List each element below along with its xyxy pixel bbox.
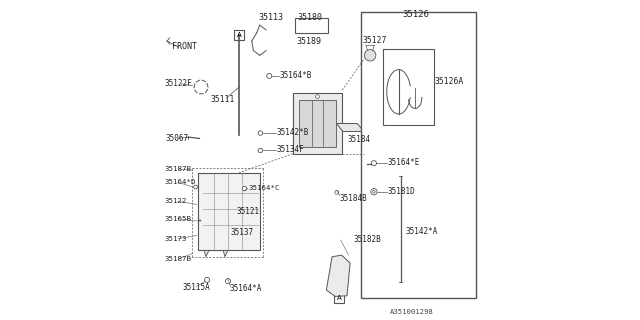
Text: A: A — [337, 295, 341, 301]
Circle shape — [258, 148, 262, 153]
Text: FRONT: FRONT — [172, 42, 196, 51]
Circle shape — [205, 277, 210, 283]
Circle shape — [335, 190, 339, 194]
Text: 35122F: 35122F — [164, 79, 192, 88]
Circle shape — [194, 185, 198, 189]
Text: 35184B: 35184B — [340, 194, 367, 203]
Text: 35189: 35189 — [296, 36, 321, 45]
Circle shape — [364, 50, 376, 61]
Text: 35164*B: 35164*B — [280, 71, 312, 80]
Polygon shape — [293, 93, 342, 154]
Text: 35127: 35127 — [363, 36, 387, 44]
Text: 35115A: 35115A — [183, 283, 211, 292]
Text: A: A — [237, 32, 241, 38]
Text: A351001298: A351001298 — [390, 308, 433, 315]
Text: 35137: 35137 — [230, 228, 253, 237]
Circle shape — [372, 190, 375, 193]
Text: 35122: 35122 — [164, 198, 187, 204]
Circle shape — [258, 131, 262, 135]
Text: 35164*C: 35164*C — [248, 185, 280, 191]
Polygon shape — [204, 251, 209, 257]
Text: 35164*D: 35164*D — [164, 179, 196, 185]
Circle shape — [243, 186, 247, 191]
Text: 35142*A: 35142*A — [405, 227, 437, 236]
Circle shape — [371, 188, 377, 195]
Circle shape — [371, 161, 376, 166]
Circle shape — [267, 73, 272, 78]
Polygon shape — [198, 173, 260, 251]
Polygon shape — [223, 251, 228, 257]
Text: 35184: 35184 — [348, 135, 371, 144]
Text: 35164*E: 35164*E — [387, 158, 420, 167]
Text: 35113: 35113 — [258, 13, 283, 22]
Text: 35134F: 35134F — [276, 145, 304, 154]
Circle shape — [316, 95, 319, 99]
Polygon shape — [300, 100, 336, 147]
Polygon shape — [326, 255, 350, 296]
Text: 35180: 35180 — [298, 13, 323, 22]
Bar — [234, 30, 244, 40]
Bar — [334, 293, 344, 303]
Circle shape — [225, 279, 230, 284]
Text: 35187B: 35187B — [164, 256, 191, 262]
Text: 35126: 35126 — [403, 10, 429, 19]
Polygon shape — [337, 124, 364, 132]
Text: 35121: 35121 — [237, 207, 260, 216]
Text: 35067: 35067 — [165, 134, 188, 143]
Text: 35173: 35173 — [164, 236, 187, 242]
Text: 35126A: 35126A — [435, 77, 464, 86]
Bar — [383, 49, 433, 125]
Text: 35142*B: 35142*B — [276, 128, 308, 137]
Bar — [294, 18, 328, 33]
Text: 35187B: 35187B — [164, 166, 191, 172]
Text: 35182B: 35182B — [353, 236, 381, 244]
Text: 35164*A: 35164*A — [230, 284, 262, 293]
Text: 35111: 35111 — [211, 95, 235, 104]
Text: 35165B: 35165B — [164, 216, 191, 222]
Text: 35181D: 35181D — [387, 187, 415, 196]
Bar — [360, 12, 476, 298]
